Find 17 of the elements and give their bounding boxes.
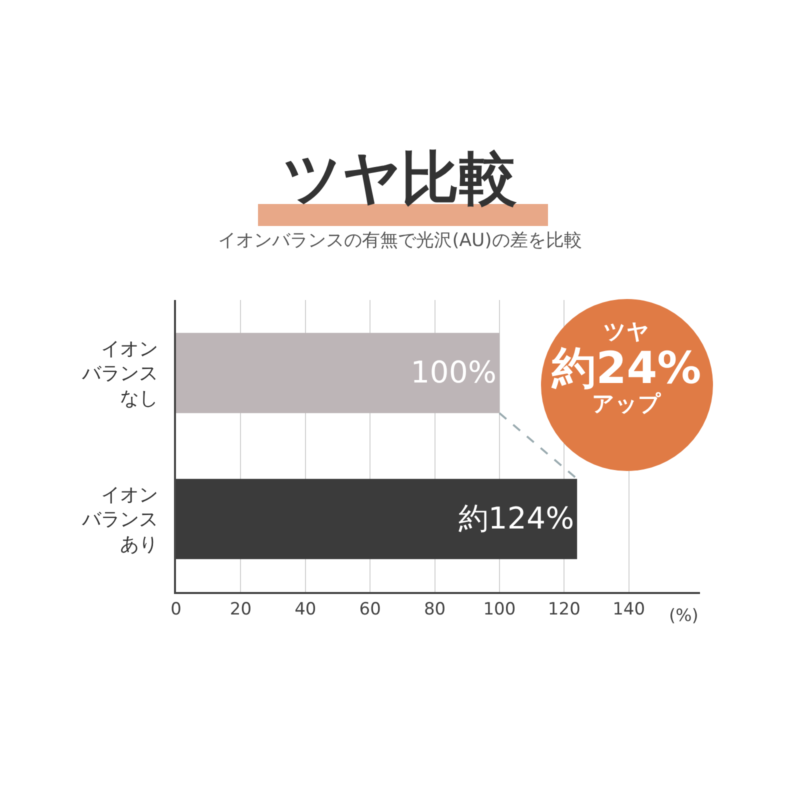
x-tick-label: 0 — [170, 599, 182, 620]
x-tick-label: 100 — [483, 599, 516, 620]
data-label: 約124% — [458, 502, 574, 536]
chart-title: ツヤ比較 — [282, 143, 518, 214]
y-tick-label: イオンバランスなし — [81, 338, 158, 410]
x-tick-label: 120 — [548, 599, 580, 620]
x-tick-label: 20 — [230, 599, 252, 620]
chart-subtitle: イオンバランスの有無で光沢(AU)の差を比較 — [217, 229, 583, 252]
annotation: アップ — [591, 392, 662, 418]
y-tick-label: イオンバランスあり — [81, 484, 158, 556]
x-tick-label: 40 — [294, 599, 316, 620]
x-tick-label: 80 — [424, 599, 446, 620]
x-tick-label: 60 — [359, 599, 381, 620]
x-axis-title: (%) — [669, 606, 698, 626]
annotation: ツヤ — [602, 320, 651, 345]
x-tick-label: 140 — [612, 599, 646, 620]
data-label: 100% — [410, 356, 496, 390]
